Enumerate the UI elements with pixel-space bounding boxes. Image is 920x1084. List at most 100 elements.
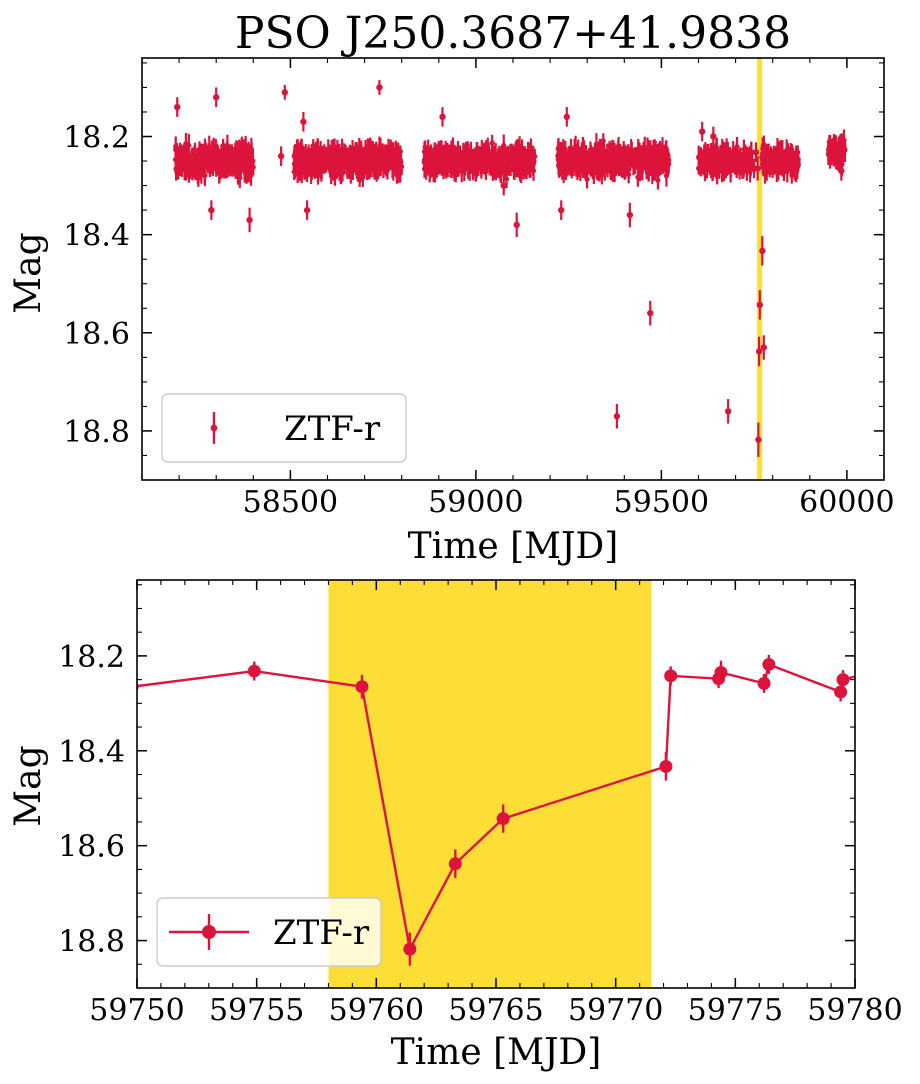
top-y-tick-label: 18.6 bbox=[63, 317, 130, 352]
top-data-point bbox=[237, 175, 243, 181]
top-data-point bbox=[727, 152, 733, 158]
top-data-point bbox=[655, 177, 661, 183]
top-data-point bbox=[436, 149, 442, 155]
top-data-point bbox=[646, 171, 652, 177]
top-data-point bbox=[697, 153, 703, 160]
top-data-point bbox=[334, 165, 340, 171]
top-data-point bbox=[421, 159, 427, 165]
top-highlight-band bbox=[757, 58, 763, 480]
top-data-point bbox=[363, 156, 369, 163]
top-data-point bbox=[186, 153, 192, 160]
top-data-point bbox=[707, 156, 713, 162]
top-data-point bbox=[619, 165, 625, 171]
top-data-point bbox=[615, 148, 621, 155]
top-data-point bbox=[839, 154, 845, 160]
top-data-point bbox=[513, 221, 520, 229]
bottom-x-tick-label: 59775 bbox=[688, 993, 783, 1028]
top-data-point bbox=[304, 172, 310, 178]
bottom-data-point bbox=[664, 669, 678, 683]
top-data-point bbox=[330, 160, 336, 166]
top-x-tick-label: 58500 bbox=[243, 485, 338, 520]
bottom-x-tick-label: 59770 bbox=[568, 993, 663, 1028]
top-data-point bbox=[246, 216, 253, 224]
bottom-data-point bbox=[836, 673, 850, 687]
top-data-point bbox=[703, 156, 709, 162]
top-y-tick-label: 18.2 bbox=[63, 121, 130, 156]
top-data-point bbox=[223, 159, 230, 166]
top-data-point bbox=[243, 142, 249, 148]
top-data-point bbox=[300, 118, 307, 125]
top-data-point bbox=[771, 160, 777, 166]
top-data-point bbox=[762, 152, 769, 160]
top-data-point bbox=[196, 146, 203, 152]
bottom-data-point bbox=[856, 668, 869, 681]
top-data-point bbox=[249, 151, 255, 157]
top-data-point bbox=[759, 247, 766, 255]
top-data-point bbox=[827, 143, 834, 150]
top-data-point bbox=[645, 148, 651, 155]
top-data-point bbox=[506, 157, 512, 163]
top-data-point bbox=[298, 149, 304, 155]
top-data-point bbox=[626, 211, 634, 219]
bottom-x-tick-label: 59750 bbox=[89, 993, 184, 1028]
top-y-axis-label: Mag bbox=[8, 232, 49, 313]
top-data-point bbox=[474, 158, 480, 164]
bottom-y-tick-label: 18.8 bbox=[58, 925, 125, 960]
bottom-data-point bbox=[355, 680, 369, 694]
top-data-point bbox=[761, 170, 769, 178]
top-data-point bbox=[500, 182, 507, 189]
top-data-point bbox=[385, 147, 392, 153]
top-data-point bbox=[306, 160, 313, 167]
top-data-point bbox=[176, 153, 182, 159]
top-data-point bbox=[503, 176, 510, 182]
top-data-point bbox=[470, 157, 476, 163]
top-data-point bbox=[565, 164, 571, 171]
top-data-point bbox=[831, 152, 837, 158]
top-data-point bbox=[427, 158, 433, 165]
top-data-point bbox=[755, 348, 763, 355]
top-data-point bbox=[595, 167, 601, 173]
top-dense-segment bbox=[555, 133, 672, 190]
top-data-point bbox=[699, 128, 706, 135]
top-data-point bbox=[186, 142, 192, 149]
top-data-point bbox=[720, 154, 726, 160]
bottom-y-axis-label: Mag bbox=[8, 745, 49, 826]
top-data-point bbox=[195, 165, 201, 171]
top-data-point bbox=[707, 164, 713, 171]
top-data-point bbox=[636, 150, 643, 157]
top-data-point bbox=[590, 157, 596, 163]
top-data-point bbox=[776, 161, 782, 167]
top-data-point bbox=[593, 141, 600, 147]
bottom-x-tick-label: 59780 bbox=[807, 993, 902, 1028]
top-data-point bbox=[315, 169, 321, 175]
top-x-tick-label: 59000 bbox=[428, 485, 523, 520]
top-data-point bbox=[737, 153, 743, 159]
bottom-legend-label: ZTF-r bbox=[273, 913, 370, 953]
top-dense-segment bbox=[825, 129, 848, 176]
top-data-point bbox=[215, 148, 221, 155]
top-data-point bbox=[376, 84, 383, 91]
top-data-point bbox=[526, 158, 532, 164]
bottom-x-tick-label: 59755 bbox=[209, 993, 304, 1028]
top-data-point bbox=[174, 103, 181, 111]
top-data-point bbox=[461, 150, 468, 156]
top-data-point bbox=[172, 157, 179, 163]
top-data-point bbox=[339, 170, 346, 176]
top-data-point bbox=[710, 133, 717, 140]
top-data-point bbox=[754, 165, 761, 172]
top-data-point bbox=[600, 166, 607, 172]
top-data-point bbox=[600, 151, 606, 157]
bottom-x-tick-label: 59765 bbox=[448, 993, 543, 1028]
bottom-data-point bbox=[448, 857, 462, 871]
top-data-point bbox=[242, 162, 248, 168]
top-data-point bbox=[318, 165, 324, 171]
top-data-point bbox=[217, 164, 223, 170]
top-data-point bbox=[624, 154, 630, 160]
top-data-point bbox=[349, 145, 356, 151]
top-data-point bbox=[357, 177, 363, 183]
top-data-point bbox=[514, 166, 520, 172]
top-data-point bbox=[500, 157, 506, 163]
top-data-point bbox=[518, 169, 524, 175]
top-x-tick-label: 60000 bbox=[799, 485, 894, 520]
